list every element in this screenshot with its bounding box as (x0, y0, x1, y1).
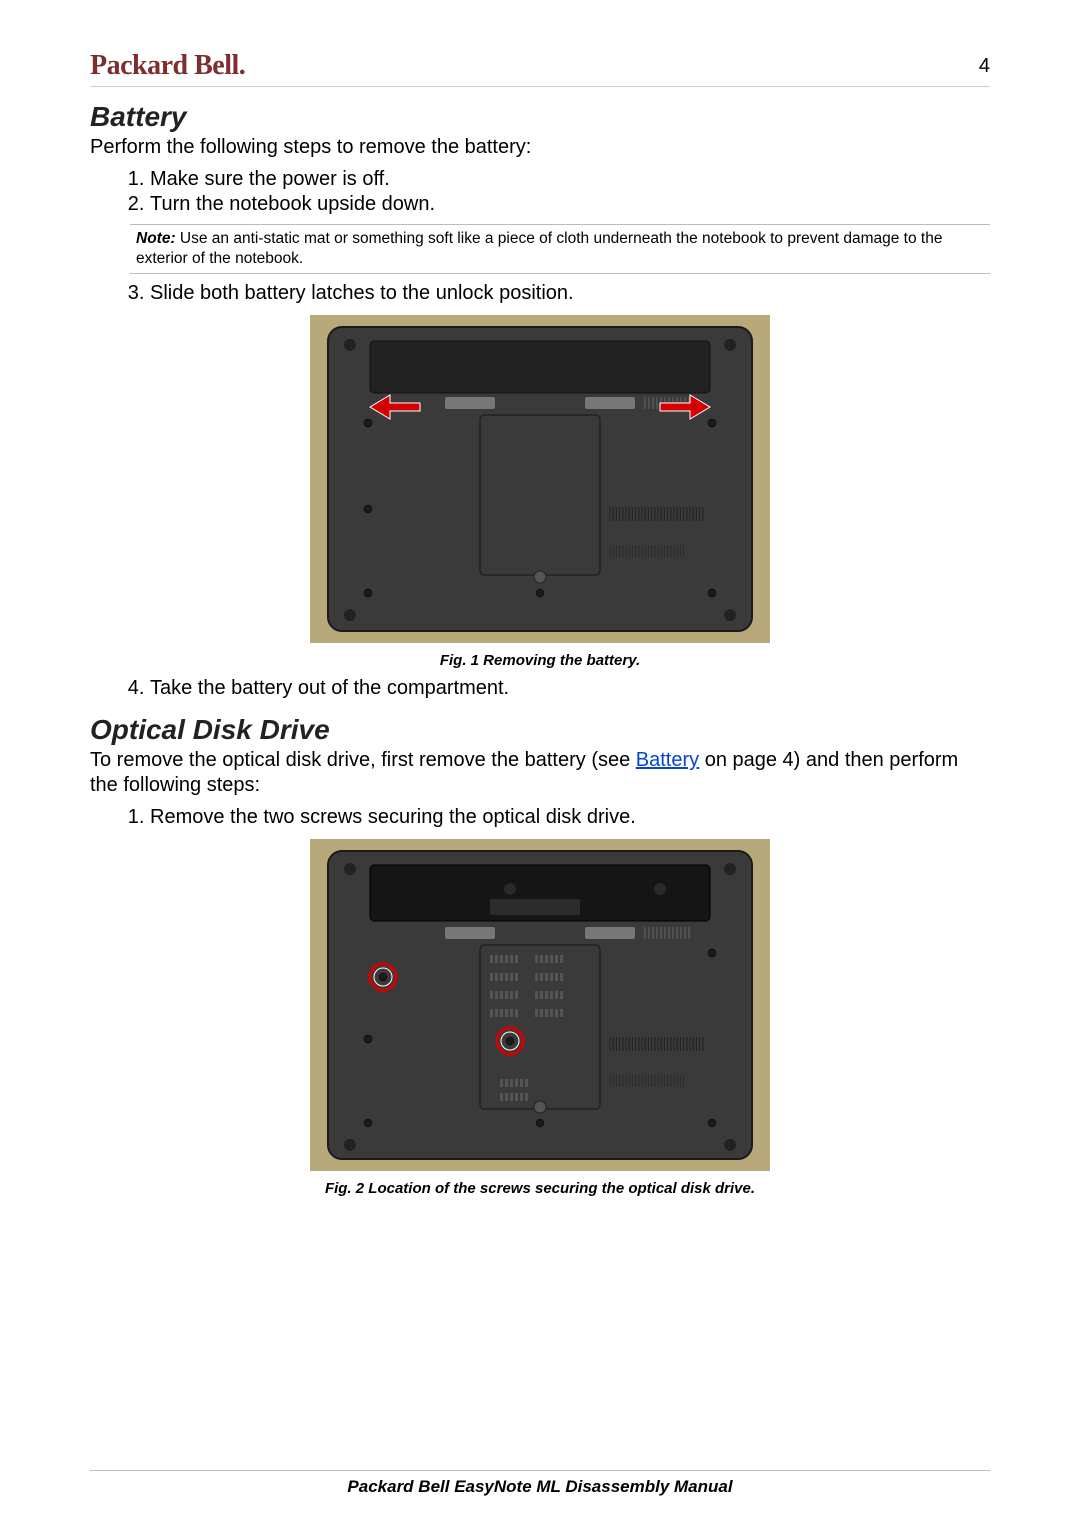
page-header: Packard Bell. 4 (90, 50, 990, 87)
step-1: Make sure the power is off. (150, 168, 990, 191)
step-2: Turn the notebook upside down. (150, 193, 990, 216)
heading-battery: Battery (90, 101, 990, 133)
note-label: Note: (136, 230, 176, 247)
note-block: Note: Use an anti-static mat or somethin… (130, 224, 990, 274)
figure-1-caption: Fig. 1 Removing the battery. (90, 652, 990, 669)
figure-2-caption: Fig. 2 Location of the screws securing t… (90, 1180, 990, 1197)
battery-step-3: Slide both battery latches to the unlock… (90, 282, 990, 305)
heading-odd: Optical Disk Drive (90, 714, 990, 746)
step-3: Slide both battery latches to the unlock… (150, 282, 990, 305)
brand-logo: Packard Bell. (90, 50, 245, 82)
battery-intro: Perform the following steps to remove th… (90, 135, 990, 160)
odd-step-1: Remove the two screws securing the optic… (150, 806, 990, 829)
step-4: Take the battery out of the compartment. (150, 677, 990, 700)
figure-1-svg (310, 315, 770, 643)
battery-steps-1-2: Make sure the power is off. Turn the not… (90, 168, 990, 216)
note-text: Use an anti-static mat or something soft… (136, 230, 942, 267)
odd-intro: To remove the optical disk drive, first … (90, 748, 990, 798)
footer-text: Packard Bell EasyNote ML Disassembly Man… (347, 1477, 732, 1496)
figure-2-svg (310, 839, 770, 1171)
odd-intro-pre: To remove the optical disk drive, first … (90, 749, 636, 771)
battery-step-4: Take the battery out of the compartment. (90, 677, 990, 700)
page-number: 4 (979, 55, 990, 78)
battery-link[interactable]: Battery (636, 749, 699, 771)
figure-1: Fig. 1 Removing the battery. (90, 315, 990, 669)
figure-2: Fig. 2 Location of the screws securing t… (90, 839, 990, 1197)
page-footer: Packard Bell EasyNote ML Disassembly Man… (90, 1470, 990, 1497)
odd-steps: Remove the two screws securing the optic… (90, 806, 990, 829)
